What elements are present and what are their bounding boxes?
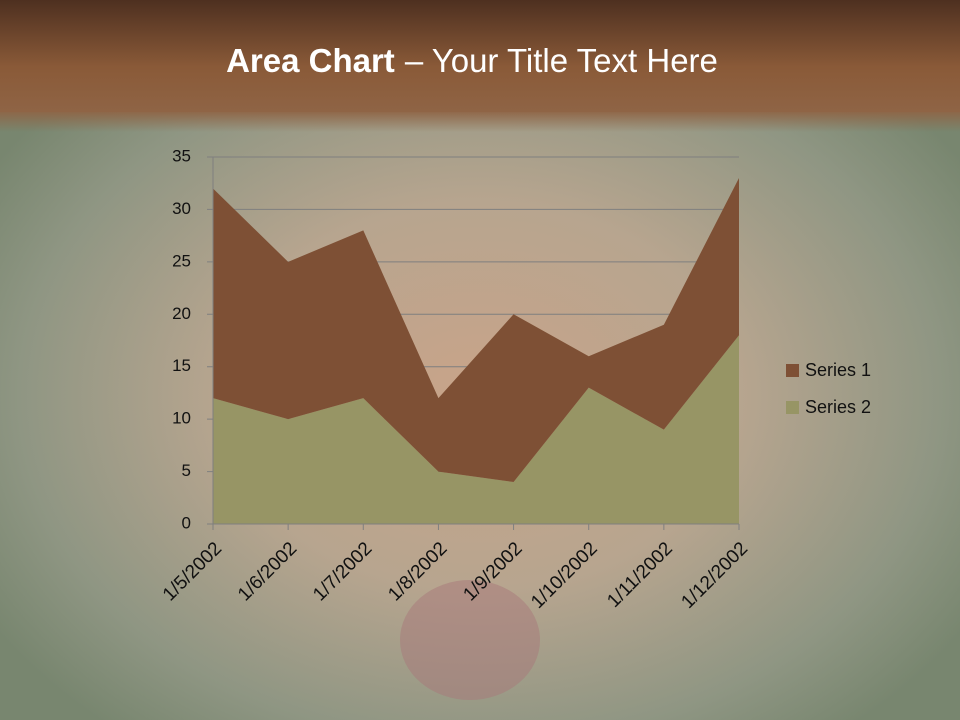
y-tick-label: 0 — [182, 513, 191, 532]
legend-swatch — [786, 401, 799, 414]
slide-title: Area Chart – Your Title Text Here — [226, 42, 718, 79]
area — [213, 177, 739, 483]
y-tick-label: 15 — [172, 356, 191, 375]
y-tick-label: 35 — [172, 146, 191, 165]
legend-label: Series 1 — [805, 360, 871, 380]
y-tick-label: 10 — [172, 409, 191, 428]
background-detail — [400, 580, 540, 700]
header-fade — [0, 110, 960, 132]
y-tick-label: 5 — [182, 461, 191, 480]
y-tick-label: 20 — [172, 304, 191, 323]
y-tick-label: 30 — [172, 199, 191, 218]
y-tick-label: 25 — [172, 251, 191, 270]
title-bold: Area Chart — [226, 42, 395, 79]
legend-label: Series 2 — [805, 397, 871, 417]
legend-swatch — [786, 364, 799, 377]
header-band — [0, 0, 960, 112]
title-rest: – Your Title Text Here — [405, 42, 718, 79]
area — [213, 335, 739, 524]
